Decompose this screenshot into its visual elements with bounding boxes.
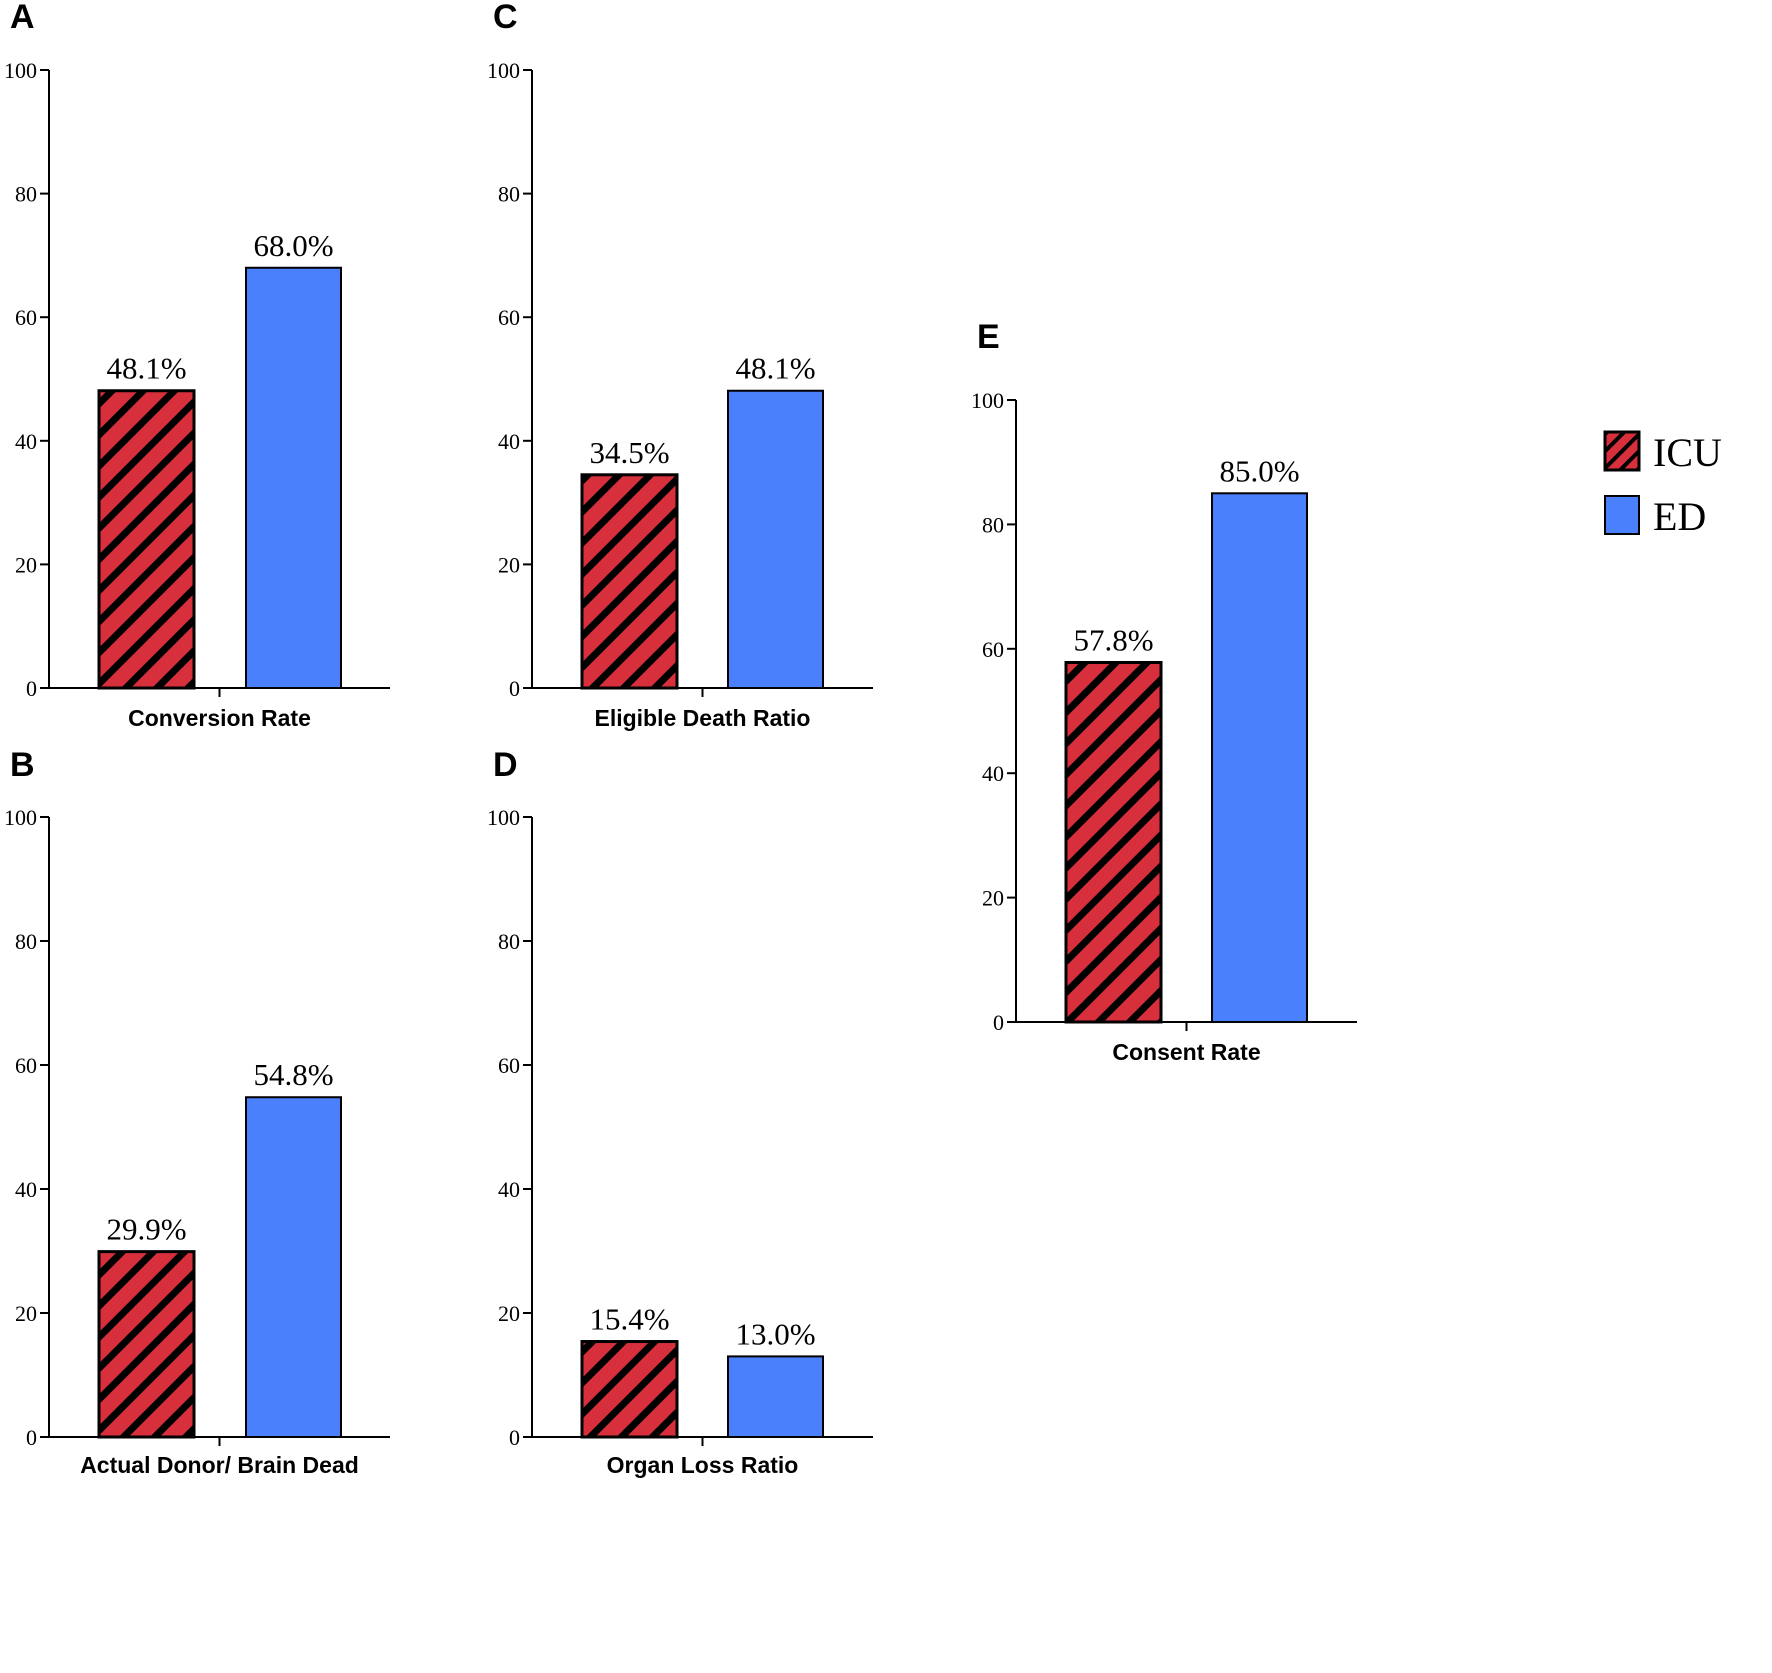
x-axis-label: Conversion Rate: [128, 705, 311, 731]
x-axis-label: Organ Loss Ratio: [607, 1452, 799, 1478]
y-tick-label: 40: [15, 1177, 37, 1202]
data-label-ed: 48.1%: [735, 351, 815, 386]
data-label-ed: 54.8%: [253, 1057, 333, 1092]
y-tick-label: 100: [971, 388, 1004, 413]
x-axis-label: Eligible Death Ratio: [595, 705, 811, 731]
bar-icu: [580, 473, 679, 690]
legend-item-icu: ICU: [1603, 430, 1722, 475]
data-label-icu: 29.9%: [106, 1212, 186, 1247]
legend-label-ed: ED: [1653, 494, 1706, 539]
y-tick-label: 60: [498, 305, 520, 330]
panel-letter: B: [10, 746, 35, 784]
bar-ed: [245, 266, 342, 689]
y-tick-label: 80: [498, 929, 520, 954]
y-tick-label: 60: [15, 1053, 37, 1078]
data-label-ed: 13.0%: [735, 1316, 815, 1351]
panel-letter: C: [493, 0, 518, 36]
y-tick-label: 60: [982, 637, 1004, 662]
y-tick-label: 0: [26, 676, 37, 701]
y-tick-label: 60: [498, 1053, 520, 1078]
panel-a: A 0 20 40 60 80 100 48.1% 68.0% Conversion Rate: [4, 0, 390, 731]
y-tick-label: 80: [982, 512, 1004, 537]
y-tick-label: 0: [26, 1425, 37, 1450]
y-tick-label: 20: [982, 886, 1004, 911]
y-tick-label: 20: [498, 1301, 520, 1326]
x-axis-label: Actual Donor/ Brain Dead: [80, 1452, 359, 1478]
bar-icu: [97, 1250, 196, 1439]
panel-b: B 0 20 40 60 80 100 29.9% 54.8% Actual Donor/ Bra…: [4, 746, 390, 1478]
y-tick-label: 40: [15, 429, 37, 454]
legend: ICU ED: [1603, 430, 1722, 539]
y-tick-label: 100: [487, 58, 520, 83]
y-tick-label: 0: [509, 1425, 520, 1450]
panel-letter: A: [10, 0, 35, 36]
y-tick-label: 100: [4, 58, 37, 83]
bar-icu: [580, 1340, 679, 1439]
panel-letter: D: [493, 746, 518, 784]
data-label-ed: 68.0%: [253, 228, 333, 263]
legend-item-ed: ED: [1604, 494, 1706, 539]
data-label-icu: 48.1%: [106, 351, 186, 386]
y-tick-label: 40: [498, 1177, 520, 1202]
y-tick-label: 40: [498, 429, 520, 454]
bar-icu: [97, 389, 196, 690]
legend-swatch-ed: [1604, 495, 1640, 535]
y-tick-label: 100: [487, 805, 520, 830]
y-tick-label: 60: [15, 305, 37, 330]
panel-letter: E: [977, 318, 1000, 356]
y-tick-label: 20: [498, 552, 520, 577]
legend-label-icu: ICU: [1653, 430, 1722, 475]
bar-ed: [1211, 492, 1308, 1023]
y-tick-label: 0: [509, 676, 520, 701]
data-label-icu: 57.8%: [1073, 622, 1153, 657]
bar-ed: [727, 1355, 824, 1439]
panel-c: C 0 20 40 60 80 100 34.5% 48.1% Eligible Death Ra…: [487, 0, 873, 731]
bar-ed: [245, 1096, 342, 1438]
y-tick-label: 20: [15, 1301, 37, 1326]
legend-swatch-icu: [1603, 430, 1641, 472]
y-tick-label: 80: [15, 929, 37, 954]
data-label-icu: 15.4%: [589, 1302, 669, 1337]
y-tick-label: 20: [15, 552, 37, 577]
y-tick-label: 80: [15, 182, 37, 207]
y-tick-label: 100: [4, 805, 37, 830]
y-tick-label: 40: [982, 761, 1004, 786]
data-label-ed: 85.0%: [1219, 453, 1299, 488]
x-axis-label: Consent Rate: [1112, 1039, 1260, 1065]
bar-ed: [727, 389, 824, 689]
panel-d: D 0 20 40 60 80 100 15.4% 13.0% Organ Loss Ratio: [487, 746, 873, 1478]
y-tick-label: 80: [498, 182, 520, 207]
data-label-icu: 34.5%: [589, 435, 669, 470]
bar-icu: [1064, 660, 1163, 1024]
panel-e: E 0 20 40 60 80 100 57.8% 85.0% Consent Rate: [971, 318, 1357, 1065]
y-tick-label: 0: [993, 1010, 1004, 1035]
